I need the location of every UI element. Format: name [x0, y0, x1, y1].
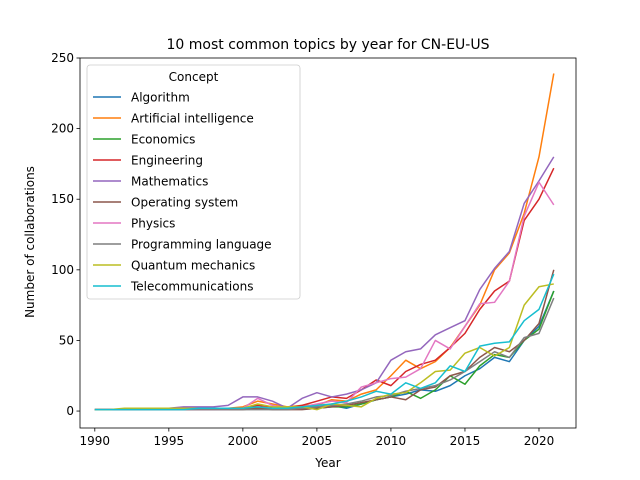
- x-tick-label: 1990: [80, 434, 111, 448]
- y-tick-label: 150: [51, 192, 74, 206]
- x-tick-label: 2005: [302, 434, 333, 448]
- x-tick-label: 1995: [154, 434, 185, 448]
- legend-label-telecommunications: Telecommunications: [130, 280, 253, 294]
- legend-label-operating-system: Operating system: [131, 196, 238, 210]
- legend-label-mathematics: Mathematics: [131, 175, 208, 189]
- legend-label-physics: Physics: [131, 217, 175, 231]
- series-layer: [94, 73, 555, 411]
- legend-label-algorithm: Algorithm: [131, 91, 190, 105]
- x-axis-label: Year: [314, 456, 340, 470]
- y-tick-label: 200: [51, 122, 74, 136]
- y-axis-label: Number of collaborations: [23, 166, 37, 318]
- plot-frame: [79, 57, 577, 429]
- legend-label-quantum-mechanics: Quantum mechanics: [131, 259, 255, 273]
- x-tick-label: 2020: [524, 434, 555, 448]
- legend: Concept Algorithm Artificial intelligence…: [86, 64, 301, 300]
- legend-label-artificial-intelligence: Artificial intelligence: [131, 112, 254, 126]
- x-tick-label: 2010: [376, 434, 407, 448]
- ticks-layer: 1990 1995 2000 2005 2010 2015 2020 0 50 100 150 200…: [51, 51, 554, 448]
- legend-items: Algorithm Artificial intelligence Economic…: [93, 91, 272, 294]
- y-tick-label: 100: [51, 263, 74, 277]
- legend-label-engineering: Engineering: [131, 154, 203, 168]
- series-line-telecommunications: [94, 273, 555, 411]
- x-tick-label: 2000: [228, 434, 259, 448]
- chart-title: 10 most common topics by year for CN-EU-…: [167, 37, 490, 53]
- series-line-quantum-mechanics: [94, 283, 554, 411]
- legend-label-programming-language: Programming language: [131, 238, 272, 252]
- legend-box: [86, 64, 301, 300]
- x-tick-label: 2015: [450, 434, 481, 448]
- y-tick-label: 250: [51, 51, 74, 65]
- y-tick-label: 0: [66, 404, 74, 418]
- legend-label-economics: Economics: [131, 133, 195, 147]
- legend-title: Concept: [169, 70, 219, 84]
- y-tick-label: 50: [59, 333, 74, 347]
